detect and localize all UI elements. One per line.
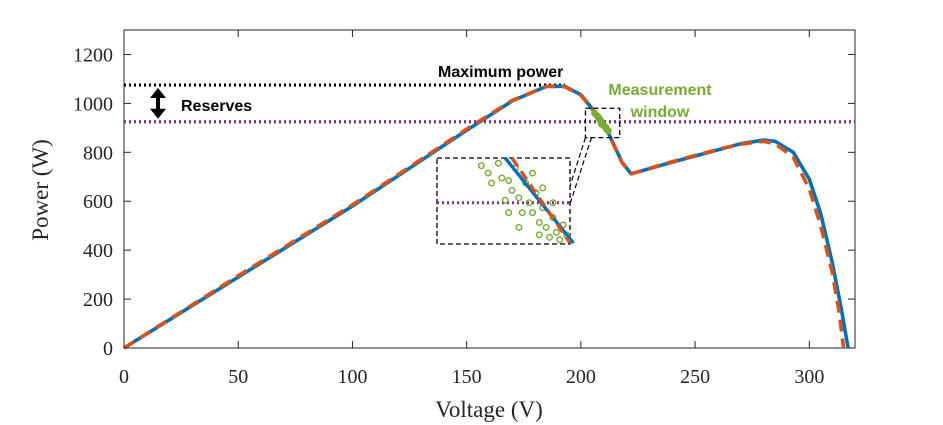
measurement-window-box: [584, 107, 621, 139]
x-tick-label: 50: [228, 366, 248, 388]
inset-point: [528, 209, 536, 217]
reference-lines: [124, 83, 855, 124]
measurement-window: [584, 107, 621, 139]
inset-point: [494, 159, 502, 167]
inset-point: [525, 199, 533, 207]
inset-point: [515, 223, 523, 231]
reserves-arrow-icon: [150, 88, 166, 119]
y-tick-label: 600: [83, 191, 113, 213]
inset-point: [505, 176, 513, 184]
reserves-arrow-head-up: [150, 88, 166, 99]
inset-point: [484, 169, 492, 177]
inset-point: [505, 209, 513, 217]
inset-point: [549, 214, 557, 222]
zoom-inset: [436, 137, 593, 245]
inset-point: [488, 179, 496, 187]
inset-point: [552, 228, 560, 236]
data-series: [123, 84, 850, 350]
x-tick-label: 300: [794, 366, 824, 388]
inset-point: [498, 174, 506, 182]
y-tick-label: 0: [103, 338, 113, 360]
annotation-maximum-power: Maximum power: [438, 64, 563, 81]
inset-point: [556, 236, 564, 244]
y-tick-label: 1000: [73, 93, 113, 115]
inset-connector: [569, 137, 593, 205]
x-tick-label: 250: [680, 366, 710, 388]
x-tick-label: 200: [566, 366, 596, 388]
inset-point: [528, 169, 536, 177]
y-tick-label: 400: [83, 240, 113, 262]
x-tick-label: 150: [452, 366, 482, 388]
inset-point: [535, 218, 543, 226]
series-line-dashed: [123, 84, 846, 350]
inset-point: [477, 162, 485, 170]
inset-series-dashed: [510, 157, 572, 244]
reserves-arrow-head-down: [150, 108, 166, 119]
inset-point: [546, 233, 554, 241]
inset-point: [535, 231, 543, 239]
inset-point: [539, 184, 547, 192]
inset-point: [549, 199, 557, 207]
x-axis-title: Voltage (V): [435, 397, 543, 422]
annotation-reserves: Reserves: [181, 98, 252, 115]
inset-point: [515, 194, 523, 202]
measurement-point: [604, 127, 612, 135]
inset-point: [542, 223, 550, 231]
inset-point: [508, 186, 516, 194]
axis-ticks: 0 50 100 150 200 250 300 0 200 400 600 800 1000 1200: [73, 30, 855, 388]
inset-connector: [569, 137, 587, 187]
annotation-window: window: [630, 104, 690, 121]
y-tick-label: 800: [83, 142, 113, 164]
inset-point: [501, 196, 509, 204]
y-axis-title: Power (W): [28, 139, 53, 241]
y-tick-label: 200: [83, 289, 113, 311]
x-tick-label: 0: [119, 366, 129, 388]
x-tick-label: 100: [337, 366, 367, 388]
y-tick-label: 1200: [73, 44, 113, 66]
annotation-measurement: Measurement: [608, 82, 712, 99]
inset-point: [518, 209, 526, 217]
